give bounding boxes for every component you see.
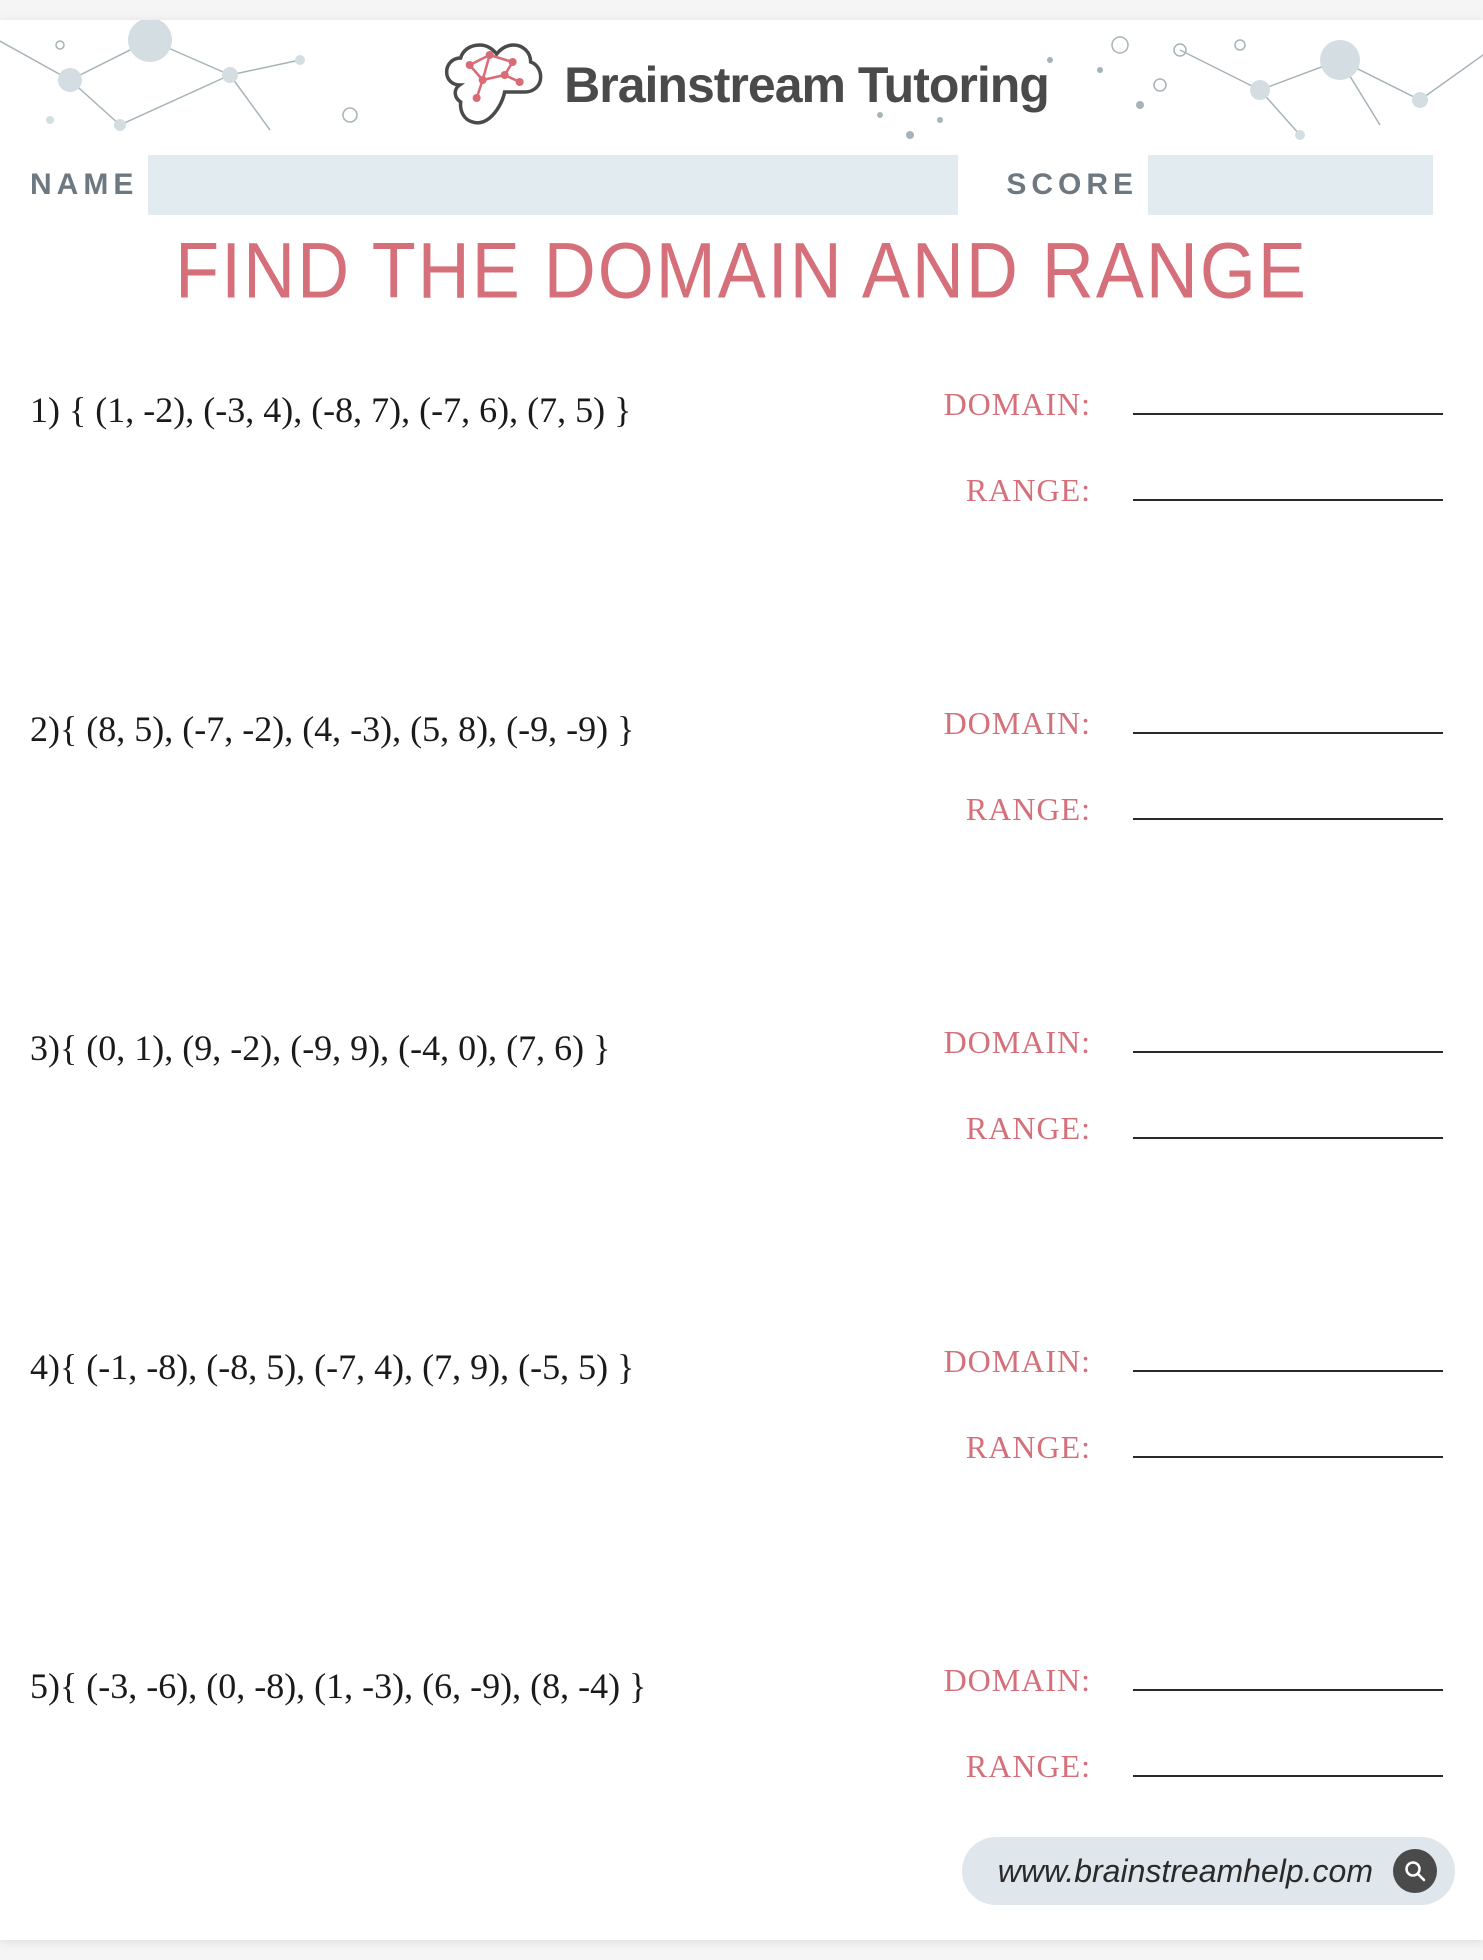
range-label: RANGE: [911, 1429, 1091, 1466]
domain-row: DOMAIN: [860, 704, 1443, 742]
footer-pill: www.brainstreamhelp.com [962, 1837, 1455, 1905]
domain-label: DOMAIN: [911, 705, 1091, 742]
range-row: RANGE: [860, 1747, 1443, 1785]
range-row: RANGE: [860, 790, 1443, 828]
range-blank[interactable] [1133, 790, 1443, 820]
problem-row: 3){ (0, 1), (9, -2), (-9, 9), (-4, 0), (… [30, 1023, 1443, 1147]
score-input-box[interactable] [1148, 155, 1433, 215]
domain-blank[interactable] [1133, 1023, 1443, 1053]
problem-text: 3){ (0, 1), (9, -2), (-9, 9), (-4, 0), (… [30, 1023, 860, 1069]
range-label: RANGE: [911, 1110, 1091, 1147]
footer-url: www.brainstreamhelp.com [998, 1853, 1373, 1890]
problem-text: 1) { (1, -2), (-3, 4), (-8, 7), (-7, 6),… [30, 385, 860, 431]
name-label: NAME [20, 168, 148, 202]
domain-blank[interactable] [1133, 1342, 1443, 1372]
domain-label: DOMAIN: [911, 1024, 1091, 1061]
problem-row: 5){ (-3, -6), (0, -8), (1, -3), (6, -9),… [30, 1661, 1443, 1785]
answers-block: DOMAIN: RANGE: [860, 1342, 1443, 1466]
domain-blank[interactable] [1133, 704, 1443, 734]
brain-logo-icon [434, 40, 544, 130]
domain-blank[interactable] [1133, 385, 1443, 415]
range-row: RANGE: [860, 1428, 1443, 1466]
range-blank[interactable] [1133, 1747, 1443, 1777]
worksheet-page: Brainstream Tutoring NAME SCORE FIND THE… [0, 20, 1483, 1940]
name-input-box[interactable] [148, 155, 958, 215]
range-label: RANGE: [911, 1748, 1091, 1785]
brand-name: Brainstream Tutoring [564, 56, 1049, 114]
answers-block: DOMAIN: RANGE: [860, 385, 1443, 509]
brand-block: Brainstream Tutoring [434, 40, 1049, 130]
domain-label: DOMAIN: [911, 386, 1091, 423]
answers-block: DOMAIN: RANGE: [860, 704, 1443, 828]
domain-row: DOMAIN: [860, 1023, 1443, 1061]
problem-text: 2){ (8, 5), (-7, -2), (4, -3), (5, 8), (… [30, 704, 860, 750]
score-label: SCORE [996, 168, 1148, 202]
problem-row: 4){ (-1, -8), (-8, 5), (-7, 4), (7, 9), … [30, 1342, 1443, 1466]
range-row: RANGE: [860, 471, 1443, 509]
problems-container: 1) { (1, -2), (-3, 4), (-8, 7), (-7, 6),… [30, 385, 1443, 1940]
problem-row: 2){ (8, 5), (-7, -2), (4, -3), (5, 8), (… [30, 704, 1443, 828]
answers-block: DOMAIN: RANGE: [860, 1023, 1443, 1147]
worksheet-title: FIND THE DOMAIN AND RANGE [0, 226, 1483, 316]
domain-row: DOMAIN: [860, 385, 1443, 423]
domain-blank[interactable] [1133, 1661, 1443, 1691]
range-blank[interactable] [1133, 471, 1443, 501]
range-label: RANGE: [911, 472, 1091, 509]
problem-text: 4){ (-1, -8), (-8, 5), (-7, 4), (7, 9), … [30, 1342, 860, 1388]
problem-text: 5){ (-3, -6), (0, -8), (1, -3), (6, -9),… [30, 1661, 860, 1707]
range-blank[interactable] [1133, 1109, 1443, 1139]
domain-label: DOMAIN: [911, 1662, 1091, 1699]
range-blank[interactable] [1133, 1428, 1443, 1458]
problem-row: 1) { (1, -2), (-3, 4), (-8, 7), (-7, 6),… [30, 385, 1443, 509]
domain-row: DOMAIN: [860, 1342, 1443, 1380]
name-score-row: NAME SCORE [20, 155, 1463, 215]
range-label: RANGE: [911, 791, 1091, 828]
range-row: RANGE: [860, 1109, 1443, 1147]
domain-row: DOMAIN: [860, 1661, 1443, 1699]
domain-label: DOMAIN: [911, 1343, 1091, 1380]
answers-block: DOMAIN: RANGE: [860, 1661, 1443, 1785]
search-icon [1393, 1849, 1437, 1893]
